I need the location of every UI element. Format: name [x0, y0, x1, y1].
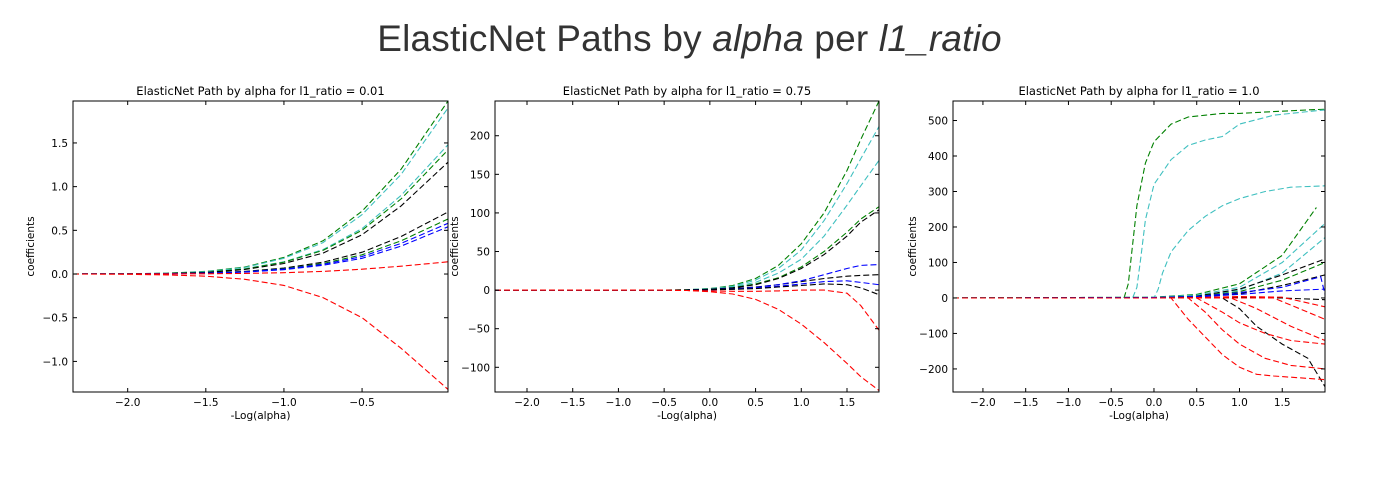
plot-frame	[72, 100, 449, 393]
panel-title: ElasticNet Path by alpha for l1_ratio = …	[136, 84, 384, 98]
series-line	[495, 283, 879, 296]
series-line	[495, 289, 879, 331]
y-tick-label: −0.5	[43, 313, 69, 325]
x-tick-label: −0.5	[349, 397, 375, 409]
x-axis-label: -Log(alpha)	[1109, 410, 1169, 422]
series-line	[73, 218, 448, 275]
series-group	[73, 101, 448, 390]
y-tick-label: 0.0	[51, 269, 68, 281]
x-tick-label: 0.0	[702, 397, 719, 409]
figure-title-l1-ratio: l1_ratio	[878, 18, 1002, 59]
chart-panel-l1-ratio-0.75: ElasticNet Path by alpha for l1_ratio = …	[449, 84, 880, 422]
series-line	[495, 126, 879, 291]
y-tick-label: 200	[470, 131, 490, 143]
x-tick-label: −2.0	[970, 397, 996, 409]
figure-title-middle: per	[803, 18, 879, 59]
x-tick-label: −1.0	[606, 397, 632, 409]
x-tick-label: 1.0	[793, 397, 810, 409]
series-line	[953, 185, 1325, 299]
x-tick-label: −1.0	[271, 397, 297, 409]
y-tick-label: 200	[928, 222, 948, 234]
y-tick-label: −100	[919, 328, 948, 340]
series-line	[953, 297, 1325, 320]
x-tick-label: −1.5	[193, 397, 219, 409]
x-tick-label: −0.5	[651, 397, 677, 409]
series-line	[953, 222, 1325, 299]
series-group	[953, 108, 1325, 387]
x-tick-label: −2.0	[115, 397, 141, 409]
series-line	[495, 160, 879, 291]
x-tick-label: −1.0	[1056, 397, 1082, 409]
x-tick-label: −2.0	[514, 397, 540, 409]
plot-frame	[494, 100, 880, 393]
series-line	[73, 211, 448, 275]
x-axis-label: -Log(alpha)	[231, 410, 291, 422]
x-tick-label: 1.5	[839, 397, 856, 409]
y-tick-label: 1.0	[51, 182, 68, 194]
chart-panel-l1-ratio-0.01: ElasticNet Path by alpha for l1_ratio = …	[25, 84, 449, 422]
series-line	[73, 149, 448, 275]
series-line	[495, 264, 879, 291]
x-axis-label: -Log(alpha)	[657, 410, 717, 422]
series-line	[953, 109, 1325, 299]
y-tick-label: 400	[928, 151, 948, 163]
y-tick-label: 100	[470, 208, 490, 220]
series-line	[953, 297, 1325, 345]
series-line	[495, 206, 879, 291]
series-line	[73, 107, 448, 275]
y-tick-label: −1.0	[43, 356, 69, 368]
x-tick-label: −1.5	[560, 397, 586, 409]
series-line	[73, 273, 448, 390]
series-line	[73, 261, 448, 275]
y-tick-label: −50	[468, 324, 490, 336]
y-tick-label: 1.5	[51, 138, 68, 150]
x-tick-label: 0.5	[747, 397, 764, 409]
series-line	[953, 297, 1325, 381]
plot-frame	[952, 100, 1326, 393]
series-line	[495, 209, 879, 291]
figure-title-prefix: ElasticNet Paths by	[377, 18, 713, 59]
series-line	[953, 297, 1325, 387]
chart-panel-l1-ratio-1.0: ElasticNet Path by alpha for l1_ratio = …	[907, 84, 1326, 422]
y-tick-label: 0	[483, 285, 490, 297]
series-line	[73, 101, 448, 275]
panel-title: ElasticNet Path by alpha for l1_ratio = …	[563, 84, 811, 98]
x-tick-label: 1.0	[1231, 397, 1248, 409]
y-axis-label: coefficients	[907, 216, 919, 276]
y-axis-label: coefficients	[25, 216, 37, 276]
series-line	[495, 101, 879, 291]
y-tick-label: 300	[928, 186, 948, 198]
figure-title: ElasticNet Paths by alpha per l1_ratio	[0, 18, 1379, 60]
y-tick-label: 100	[928, 257, 948, 269]
series-line	[73, 144, 448, 275]
y-tick-label: 500	[928, 116, 948, 128]
y-tick-label: 150	[470, 169, 490, 181]
x-tick-label: −0.5	[1098, 397, 1124, 409]
x-tick-label: 0.5	[1188, 397, 1205, 409]
y-tick-label: −100	[461, 362, 490, 374]
y-axis-label: coefficients	[449, 216, 461, 276]
x-tick-label: 1.5	[1274, 397, 1291, 409]
panel-title: ElasticNet Path by alpha for l1_ratio = …	[1018, 84, 1259, 98]
series-line	[495, 280, 879, 291]
figure-title-alpha: alpha	[712, 18, 804, 59]
x-tick-label: 0.0	[1146, 397, 1163, 409]
y-tick-label: 0.5	[51, 225, 68, 237]
x-tick-label: −1.5	[1013, 397, 1039, 409]
series-line	[953, 297, 1325, 370]
y-tick-label: 50	[477, 247, 490, 259]
series-group	[495, 101, 879, 391]
series-line	[495, 289, 879, 391]
series-line	[953, 276, 1325, 299]
y-tick-label: 0	[941, 293, 948, 305]
y-tick-label: −200	[919, 364, 948, 376]
series-line	[953, 108, 1325, 299]
